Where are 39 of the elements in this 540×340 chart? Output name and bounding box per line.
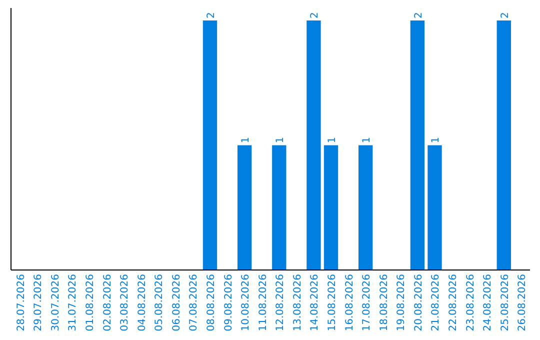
x-tick-label: 26.08.2026	[517, 274, 528, 332]
x-tick-label: 28.07.2026	[16, 274, 27, 332]
x-tick-label: 16.08.2026	[344, 274, 356, 332]
x-tick-label: 17.08.2026	[362, 274, 373, 332]
x-tick-label: 25.08.2026	[500, 274, 511, 332]
x-tick-label: 30.07.2026	[50, 274, 62, 332]
x-tick-label: 06.08.2026	[171, 274, 182, 332]
x-tick-label: 05.08.2026	[154, 274, 166, 332]
data-label: 2	[500, 12, 511, 18]
data-label: 2	[310, 12, 321, 18]
x-tick-label: 23.08.2026	[465, 274, 476, 332]
x-tick-label: 13.08.2026	[292, 274, 304, 332]
x-tick-label: 10.08.2026	[240, 274, 252, 332]
data-label: 1	[430, 136, 442, 144]
data-label: 1	[240, 136, 252, 144]
x-tick-label: 04.08.2026	[136, 274, 148, 332]
data-label: 2	[413, 12, 424, 18]
x-tick-label: 21.08.2026	[430, 274, 442, 332]
data-label: 1	[362, 136, 373, 144]
x-tick-label: 14.08.2026	[310, 274, 321, 332]
x-tick-label: 01.08.2026	[84, 274, 96, 332]
x-tick-label: 22.08.2026	[448, 274, 460, 332]
x-tick-label: 11.08.2026	[258, 274, 269, 332]
x-tick-label: 03.08.2026	[120, 274, 131, 332]
data-label: 1	[275, 136, 286, 144]
x-tick-label: 18.08.2026	[378, 274, 390, 332]
x-tick-label: 29.07.2026	[33, 274, 44, 332]
x-tick-label: 08.08.2026	[206, 274, 217, 332]
x-tick-label: 19.08.2026	[396, 274, 408, 332]
x-tick-label: 02.08.2026	[102, 274, 114, 332]
x-tick-label: 07.08.2026	[188, 274, 200, 332]
x-tick-label: 12.08.2026	[275, 274, 286, 332]
data-label: 1	[327, 136, 338, 144]
x-tick-label: 15.08.2026	[327, 274, 338, 332]
x-tick-label: 09.08.2026	[223, 274, 234, 332]
x-tick-label: 20.08.2026	[413, 274, 424, 332]
x-tick-label: 31.07.2026	[68, 274, 79, 332]
x-tick-label: 24.08.2026	[482, 274, 494, 332]
data-label: 2	[206, 12, 217, 18]
